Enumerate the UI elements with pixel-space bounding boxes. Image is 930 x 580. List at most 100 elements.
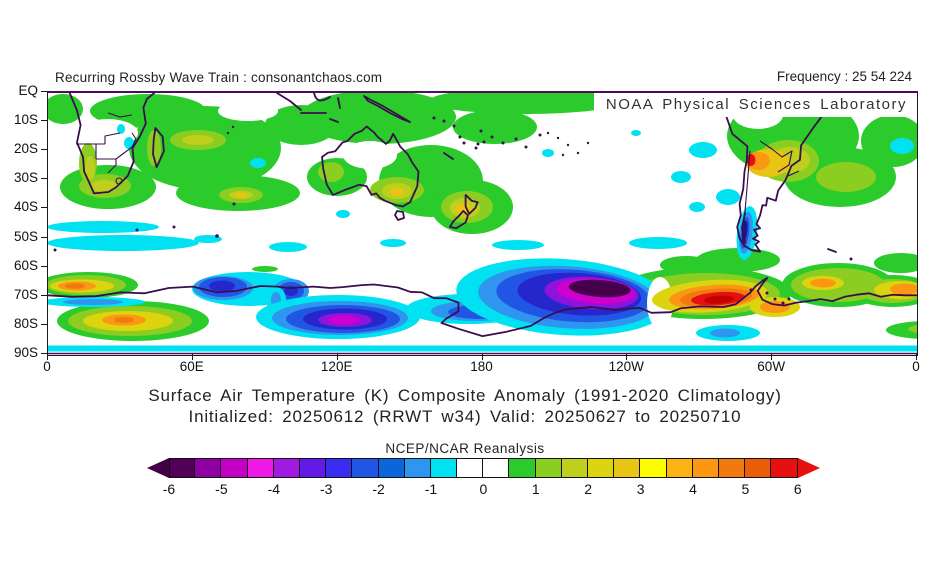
x-axis-label: 120E: [320, 359, 353, 374]
y-axis-tick: [41, 120, 47, 122]
island-dots: [53, 116, 853, 305]
colorbar-cell: [221, 458, 248, 478]
y-axis-label: 90S: [13, 345, 38, 360]
y-axis-tick: [41, 294, 47, 296]
y-axis-label: EQ: [18, 83, 38, 98]
cold-anomaly-80S: [696, 325, 760, 341]
plot-title: Surface Air Temperature (K) Composite An…: [148, 386, 782, 405]
colorbar-tick-label: -5: [215, 481, 228, 497]
colorbar-cell: [666, 458, 693, 478]
polar-cyan-strip: [48, 345, 917, 352]
x-axis-label: 0: [912, 359, 920, 374]
colorbar-cell: [771, 458, 798, 478]
plot-subtitle: Initialized: 20250612 (RRWT w34) Valid: …: [188, 407, 742, 426]
colorbar-cell: [169, 458, 196, 478]
cold-anomaly-wilkes-land: [256, 295, 420, 339]
colorbar-cell: [457, 458, 484, 478]
colorbar-cell: [718, 458, 746, 478]
map-canvas: NOAA Physical Sciences Laboratory: [48, 93, 917, 355]
colorbar-tick-label: -4: [267, 481, 281, 497]
colorbar-ticks: -6 -5 -4 -3 -2 -1 0 1 2 3 4 5 6: [163, 481, 802, 497]
x-axis-tick: [916, 354, 917, 360]
colorbar-tick-label: 6: [793, 481, 802, 497]
x-axis-label: 0: [43, 359, 51, 374]
y-axis-label: 50S: [13, 228, 38, 244]
colorbar-cell: [247, 458, 274, 478]
coastline-antarctica: [48, 277, 917, 337]
colorbar-tick-label: 4: [689, 481, 697, 497]
anomaly-map-svg: [48, 93, 917, 355]
y-axis-tick: [41, 236, 47, 238]
x-axis-label: 60E: [179, 359, 204, 374]
south-georgia: [827, 248, 837, 253]
colorbar-cells: [169, 458, 798, 478]
colorbar-cell: [378, 458, 405, 478]
colorbar-cell: [614, 458, 641, 478]
colorbar-cell: [509, 458, 536, 478]
colorbar-tick-label: 1: [531, 481, 540, 497]
agency-label: NOAA Physical Sciences Laboratory: [593, 93, 917, 117]
x-axis-label: 120W: [608, 359, 644, 374]
map-frame: NOAA Physical Sciences Laboratory: [47, 91, 918, 356]
coastline-tasmania: [394, 210, 405, 221]
new-caledonia: [443, 152, 454, 160]
colorbar-cell: [404, 458, 431, 478]
y-axis-label: 80S: [13, 315, 38, 331]
colorbar-tick-label: 3: [636, 481, 645, 497]
colorbar-cell: [326, 458, 353, 478]
y-axis-tick: [41, 178, 47, 180]
colorbar-right-arrow-icon: [797, 458, 820, 478]
x-axis-tick: [336, 354, 338, 360]
coastline-new-guinea: [363, 95, 411, 123]
colorbar-cell: [352, 458, 379, 478]
y-axis-label: 60S: [13, 257, 38, 273]
x-axis-tick: [771, 354, 773, 360]
colorbar-tick-label: -6: [162, 481, 176, 497]
y-axis-tick: [41, 323, 47, 325]
colorbar-tick-label: 0: [479, 481, 488, 497]
y-axis-label: 30S: [13, 170, 38, 186]
x-axis-label: 60W: [757, 359, 786, 374]
y-axis-tick: [41, 207, 47, 209]
colorbar-cell: [299, 458, 327, 478]
x-axis-label: 180: [470, 359, 493, 374]
y-axis-label: 20S: [13, 141, 38, 157]
colorbar-tick-label: -1: [424, 481, 438, 497]
colorbar-cell: [640, 458, 667, 478]
y-axis-tick: [41, 353, 47, 354]
colorbar-tick-label: 2: [584, 481, 593, 497]
colorbar-cell: [273, 458, 300, 478]
warm-anomaly-coastal-0-35E: [50, 279, 114, 293]
coastline-australia: [321, 125, 420, 208]
colorbar-cell: [195, 458, 222, 478]
x-axis-tick: [481, 354, 483, 360]
colorbar-cell: [430, 458, 458, 478]
colorbar-cell: [588, 458, 615, 478]
warm-anomaly-amundsen: [651, 279, 768, 313]
cold-anomaly-ross-dateline: [406, 258, 670, 336]
colorbar-cell: [692, 458, 719, 478]
coastline-south-america: [720, 93, 834, 253]
colorbar-cell: [561, 458, 588, 478]
colorbar-tick-label: 5: [741, 481, 750, 497]
y-axis-label: 10S: [13, 112, 38, 128]
colorbar-tick-label: -3: [319, 481, 333, 497]
anomaly-regions-cyan: [48, 124, 914, 307]
x-axis-tick: [47, 354, 48, 360]
colorbar-left-arrow-icon: [147, 458, 169, 478]
y-axis-tick: [41, 91, 47, 92]
frequency-label: Frequency : 25 54 224: [776, 69, 912, 84]
country-borders: [76, 112, 800, 224]
warm-anomaly-antarctic-interior: [83, 311, 173, 331]
watermark-text: Recurring Rossby Wave Train : consonantc…: [55, 70, 383, 85]
coastline-madagascar: [152, 127, 165, 169]
coastline-indonesia: [276, 93, 341, 123]
coastline-new-zealand: [449, 194, 479, 230]
x-axis-tick: [191, 354, 193, 360]
coastlines: [48, 93, 917, 337]
y-axis-tick: [41, 265, 47, 267]
colorbar-cell: [745, 458, 772, 478]
x-axis-tick: [626, 354, 628, 360]
colorbar-title: NCEP/NCAR Reanalysis: [385, 441, 545, 456]
